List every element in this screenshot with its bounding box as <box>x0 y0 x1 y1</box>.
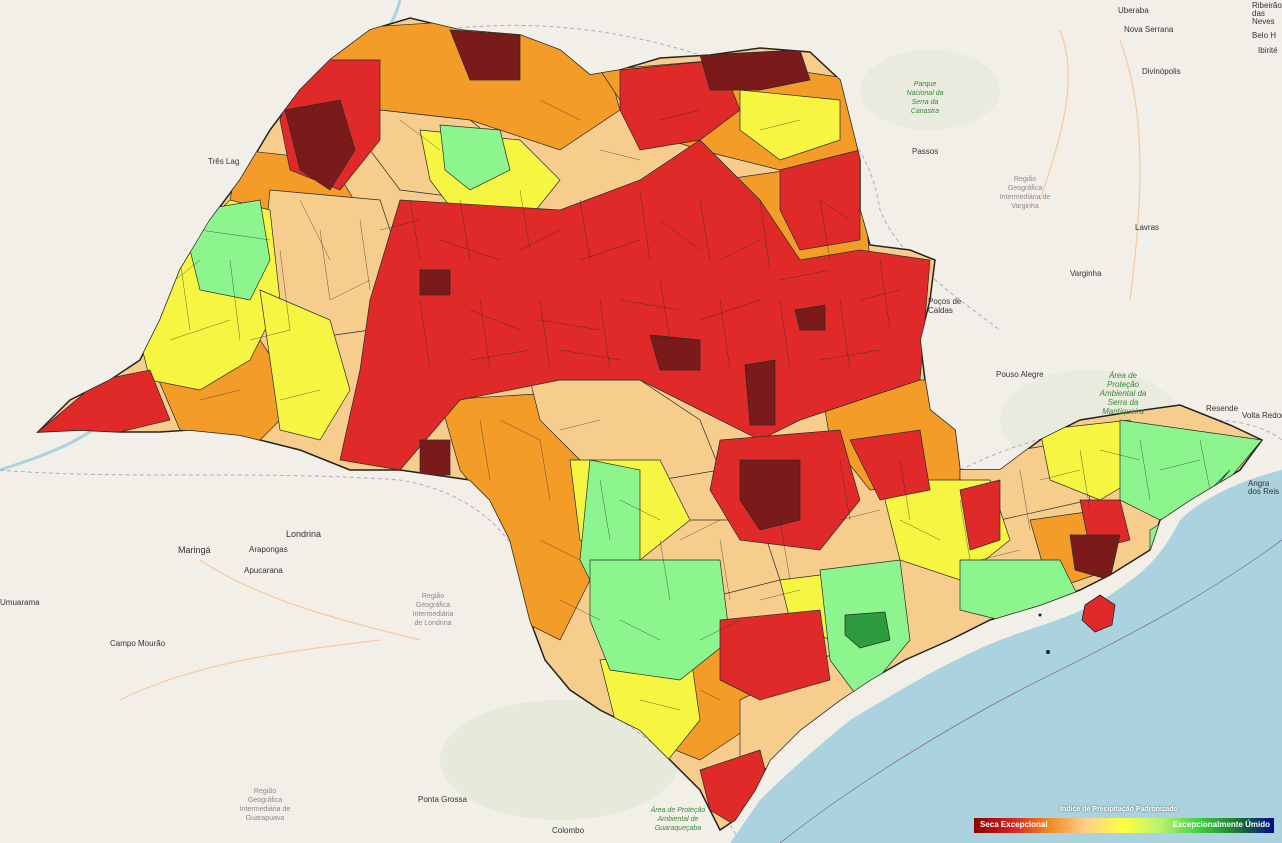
city-label-londrina: Londrina <box>286 529 322 539</box>
legend: Índice de Precipitação Padronizado Seca … <box>972 806 1276 836</box>
region-wet-north[interactable] <box>439 124 511 191</box>
island-ilhabela[interactable] <box>1081 594 1116 633</box>
city-label-volta-redonda: Volta Redon <box>1242 411 1282 420</box>
region-very-wet[interactable] <box>844 611 891 649</box>
region-normal-northeast[interactable] <box>739 89 841 161</box>
city-label-pouso-alegre: Pouso Alegre <box>996 370 1044 379</box>
region-extreme-south[interactable] <box>719 609 831 701</box>
region-extreme-east[interactable] <box>849 429 931 501</box>
region-extreme-mid[interactable] <box>959 479 1001 551</box>
city-label-maringa: Maringá <box>178 545 211 555</box>
city-label-divinopolis: Divinópolis <box>1142 67 1181 76</box>
region-exceptional-north[interactable] <box>449 29 521 81</box>
region-moderate-center[interactable] <box>529 379 721 481</box>
island-small <box>1046 650 1050 654</box>
region-exceptional-mid[interactable] <box>419 269 451 296</box>
region-exceptional-west[interactable] <box>419 439 451 476</box>
region-extreme-center[interactable] <box>339 139 931 471</box>
city-label-uberaba: Uberaba <box>1118 6 1149 15</box>
city-label-ponta-grossa: Ponta Grossa <box>418 795 467 804</box>
region-label-londrina: Região Geográfica Intermediária de Londr… <box>412 593 454 627</box>
city-label-resende: Resende <box>1206 404 1239 413</box>
legend-title: Índice de Precipitação Padronizado <box>1060 806 1178 813</box>
region-label-guarapuava: Região Geográfica Intermediária de Guara… <box>239 788 291 822</box>
region-exceptional-nw[interactable] <box>284 99 356 191</box>
city-label-colombo: Colombo <box>552 826 585 835</box>
roads <box>119 29 1141 701</box>
region-wet-south[interactable] <box>589 559 731 681</box>
region-exceptional-ne[interactable] <box>699 49 811 91</box>
city-label-pocos-caldas: Poços de Caldas <box>928 297 962 315</box>
city-label-arapongas: Arapongas <box>249 545 288 554</box>
park-label-mantiqueira: Área de Proteção Ambiental da Serra da M… <box>1099 371 1147 416</box>
park-label-guaraquecaba: Área de Proteção Ambiental de Guaraqueça… <box>650 807 706 832</box>
city-label-nova-serrana: Nova Serrana <box>1124 25 1174 34</box>
island-small-2 <box>1038 613 1042 617</box>
region-normal-west-2[interactable] <box>259 289 351 441</box>
region-exceptional-mid2[interactable] <box>794 304 826 331</box>
city-label-campo-mourao: Campo Mourão <box>110 639 166 648</box>
city-label-passos: Passos <box>912 147 939 156</box>
park-label-canastra: Parque Nacional da Serra da Canastra <box>906 81 944 115</box>
city-label-umuarama: Umuarama <box>0 598 40 607</box>
city-label-angra: Angra dos Reis <box>1248 479 1280 496</box>
legend-color-bar <box>974 818 1274 833</box>
region-exceptional-center[interactable] <box>649 334 701 371</box>
legend-max-label: Excepcionalmente Úmido <box>1172 820 1270 829</box>
ocean <box>730 470 1282 843</box>
city-label-ribeirao-neves: Ribeirão das Neves <box>1252 1 1282 26</box>
region-exceptional-campinas[interactable] <box>739 459 801 531</box>
legend-min-label: Seca Excepcional <box>980 820 1048 829</box>
city-label-ibirite: Ibirité <box>1258 46 1278 55</box>
ocean-boundary <box>779 539 1282 843</box>
city-label-tres-lagoas: Três Lag <box>208 157 240 166</box>
region-label-varginha: Região Geográfica Intermediária de Vargi… <box>999 176 1051 210</box>
city-label-varginha: Varginha <box>1070 269 1102 278</box>
city-label-lavras: Lavras <box>1135 223 1160 232</box>
drought-regions <box>38 19 1262 826</box>
city-label-apucarana: Apucarana <box>244 566 283 575</box>
city-label-belo: Belo H <box>1252 31 1277 40</box>
region-exceptional-mid3[interactable] <box>744 359 776 426</box>
